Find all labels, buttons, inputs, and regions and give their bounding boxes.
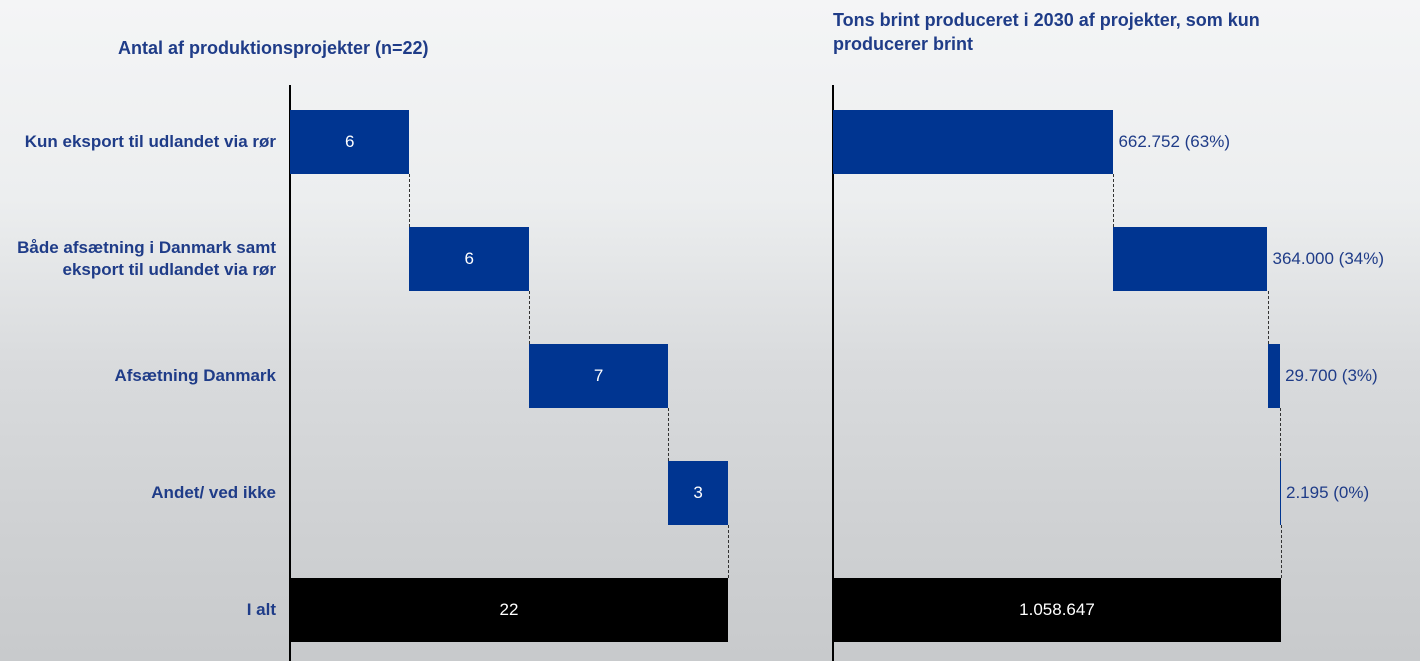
- value-label: 6: [464, 249, 474, 268]
- category-label: Både afsætning i Danmark samt eksport ti…: [17, 238, 276, 279]
- connector: [409, 174, 411, 227]
- chart-title: Antal af produktionsprojekter (n=22): [118, 38, 429, 58]
- value-label: 29.700 (3%): [1285, 366, 1378, 385]
- bar: [1267, 344, 1281, 408]
- value-label: 22: [499, 600, 519, 619]
- category-label: Andet/ ved ikke: [151, 483, 276, 502]
- value-label: 7: [593, 366, 604, 385]
- connector: [1280, 408, 1282, 461]
- connector: [528, 291, 530, 344]
- bar: [833, 110, 1114, 174]
- axis-line: [289, 85, 291, 661]
- category-label: Kun eksport til udlandet via rør: [24, 132, 276, 151]
- value-label: 6: [344, 132, 355, 151]
- value-label: 1.058.647: [1019, 600, 1095, 619]
- axis-line: [832, 85, 834, 661]
- connector: [1267, 291, 1269, 344]
- bar: [528, 344, 669, 408]
- value-label: 2.195 (0%): [1286, 483, 1370, 502]
- connector: [728, 525, 729, 578]
- value-label: 662.752 (63%): [1118, 132, 1230, 151]
- category-label: Afsætning Danmark: [114, 366, 276, 385]
- connector: [668, 408, 670, 461]
- total-bar: [290, 578, 728, 642]
- category-label: I alt: [246, 600, 276, 619]
- bar: [1280, 461, 1282, 525]
- bar: [290, 110, 410, 174]
- total-bar: [833, 578, 1281, 642]
- connector: [1113, 174, 1115, 227]
- bar: [409, 227, 529, 291]
- value-label: 3: [693, 483, 703, 502]
- connector: [1281, 525, 1282, 578]
- bar: [1113, 227, 1268, 291]
- value-label: 364.000 (34%): [1272, 249, 1385, 268]
- chart-title: Tons brint produceret i 2030 af projekte…: [833, 10, 1260, 54]
- bar: [668, 461, 728, 525]
